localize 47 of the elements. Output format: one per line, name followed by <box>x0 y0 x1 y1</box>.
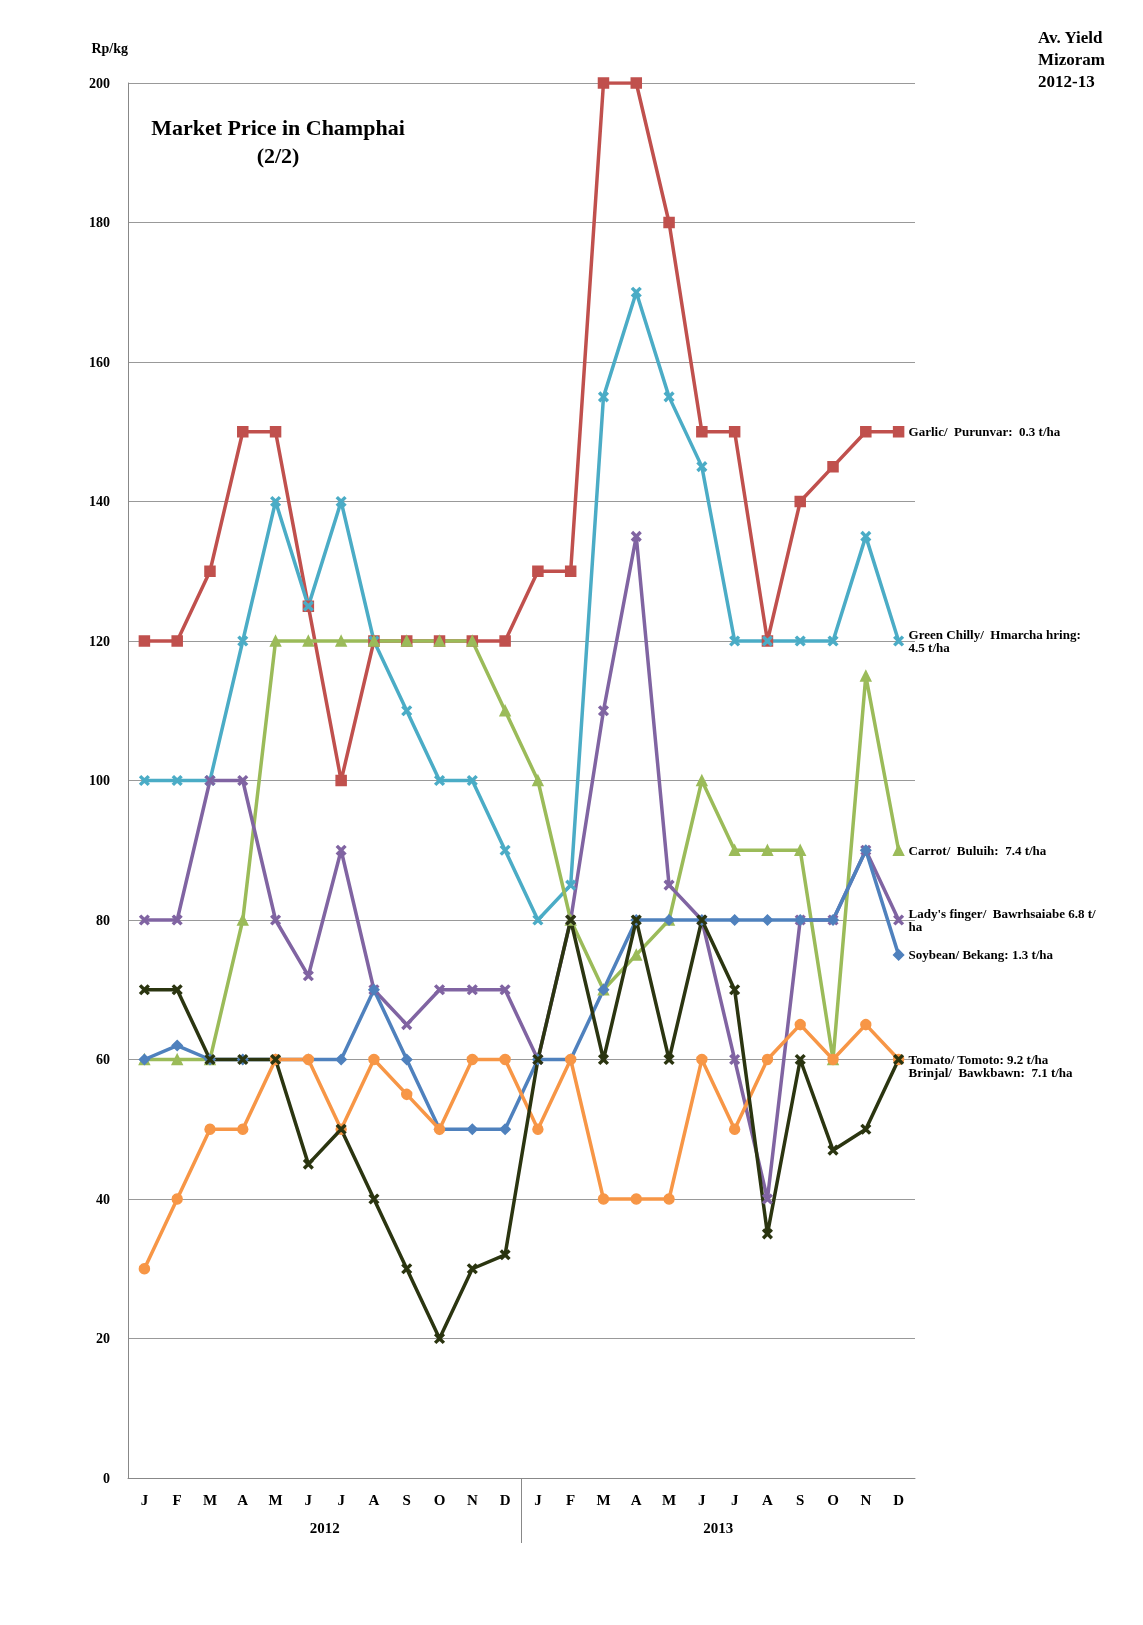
y-tick-label: 200 <box>89 75 110 91</box>
y-tick-label: 0 <box>103 1470 110 1486</box>
series-label: Brinjal/ Bawkbawn: 7.1 t/ha <box>908 1065 1074 1080</box>
y-tick-label: 60 <box>96 1052 110 1067</box>
y-tick-label: 160 <box>89 354 110 370</box>
y-tick-label: 80 <box>96 912 110 928</box>
x-tick-label: J <box>534 1491 543 1508</box>
x-tick-label: D <box>499 1491 511 1508</box>
text: Av. Yield Mizoram 2012-13 <box>1037 27 1106 91</box>
series-label: Green Chilly/ Hmarcha hring: 4.5 t/ha <box>908 627 1088 655</box>
text: 2013 <box>703 1519 734 1536</box>
x-tick-label: A <box>630 1491 642 1508</box>
x-tick-label: O <box>433 1491 446 1508</box>
y-tick-label: 40 <box>96 1191 110 1207</box>
y-axis-title: Rp/kg <box>91 40 128 56</box>
y-tick-label: 140 <box>89 494 110 509</box>
x-tick-label: S <box>402 1491 411 1508</box>
x-tick-label: J <box>337 1491 346 1508</box>
x-tick-label: J <box>698 1491 707 1508</box>
text: 2012 <box>309 1519 340 1536</box>
x-tick-label: M <box>596 1491 611 1508</box>
x-tick-label: A <box>237 1491 249 1508</box>
series-label: Soybean/ Bekang: 1.3 t/ha <box>908 947 1054 963</box>
y-tick-label: 20 <box>96 1331 110 1346</box>
series-label: Lady's finger/ Bawrhsaiabe 6.8 t/ha <box>908 906 1097 934</box>
series-label: Garlic/ Purunvar: 0.3 t/ha <box>908 424 1061 440</box>
x-tick-label: A <box>368 1491 380 1508</box>
x-tick-label: O <box>827 1491 839 1508</box>
text: Market Price in Champhai (2/2) <box>151 114 405 168</box>
x-tick-label: J <box>304 1491 313 1508</box>
series-label: Carrot/ Buluih: 7.4 t/ha <box>908 842 1047 858</box>
series-label: Tomato/ Tomoto: 9.2 t/ha <box>908 1052 1049 1067</box>
x-tick-label: F <box>566 1491 576 1508</box>
x-tick-label: N <box>466 1491 478 1508</box>
x-tick-label: F <box>172 1491 182 1508</box>
x-tick-label: M <box>202 1491 218 1508</box>
y-tick-label: 100 <box>89 773 110 788</box>
x-tick-label: S <box>796 1491 805 1508</box>
x-tick-label: M <box>661 1491 677 1508</box>
x-tick-label: D <box>893 1491 905 1508</box>
x-tick-label: A <box>762 1491 774 1508</box>
x-tick-label: M <box>268 1491 283 1508</box>
x-tick-label: J <box>140 1491 149 1508</box>
x-tick-label: J <box>730 1491 739 1508</box>
y-tick-label: 180 <box>89 215 110 230</box>
y-tick-label: 120 <box>89 633 110 649</box>
x-tick-label: N <box>860 1491 872 1508</box>
